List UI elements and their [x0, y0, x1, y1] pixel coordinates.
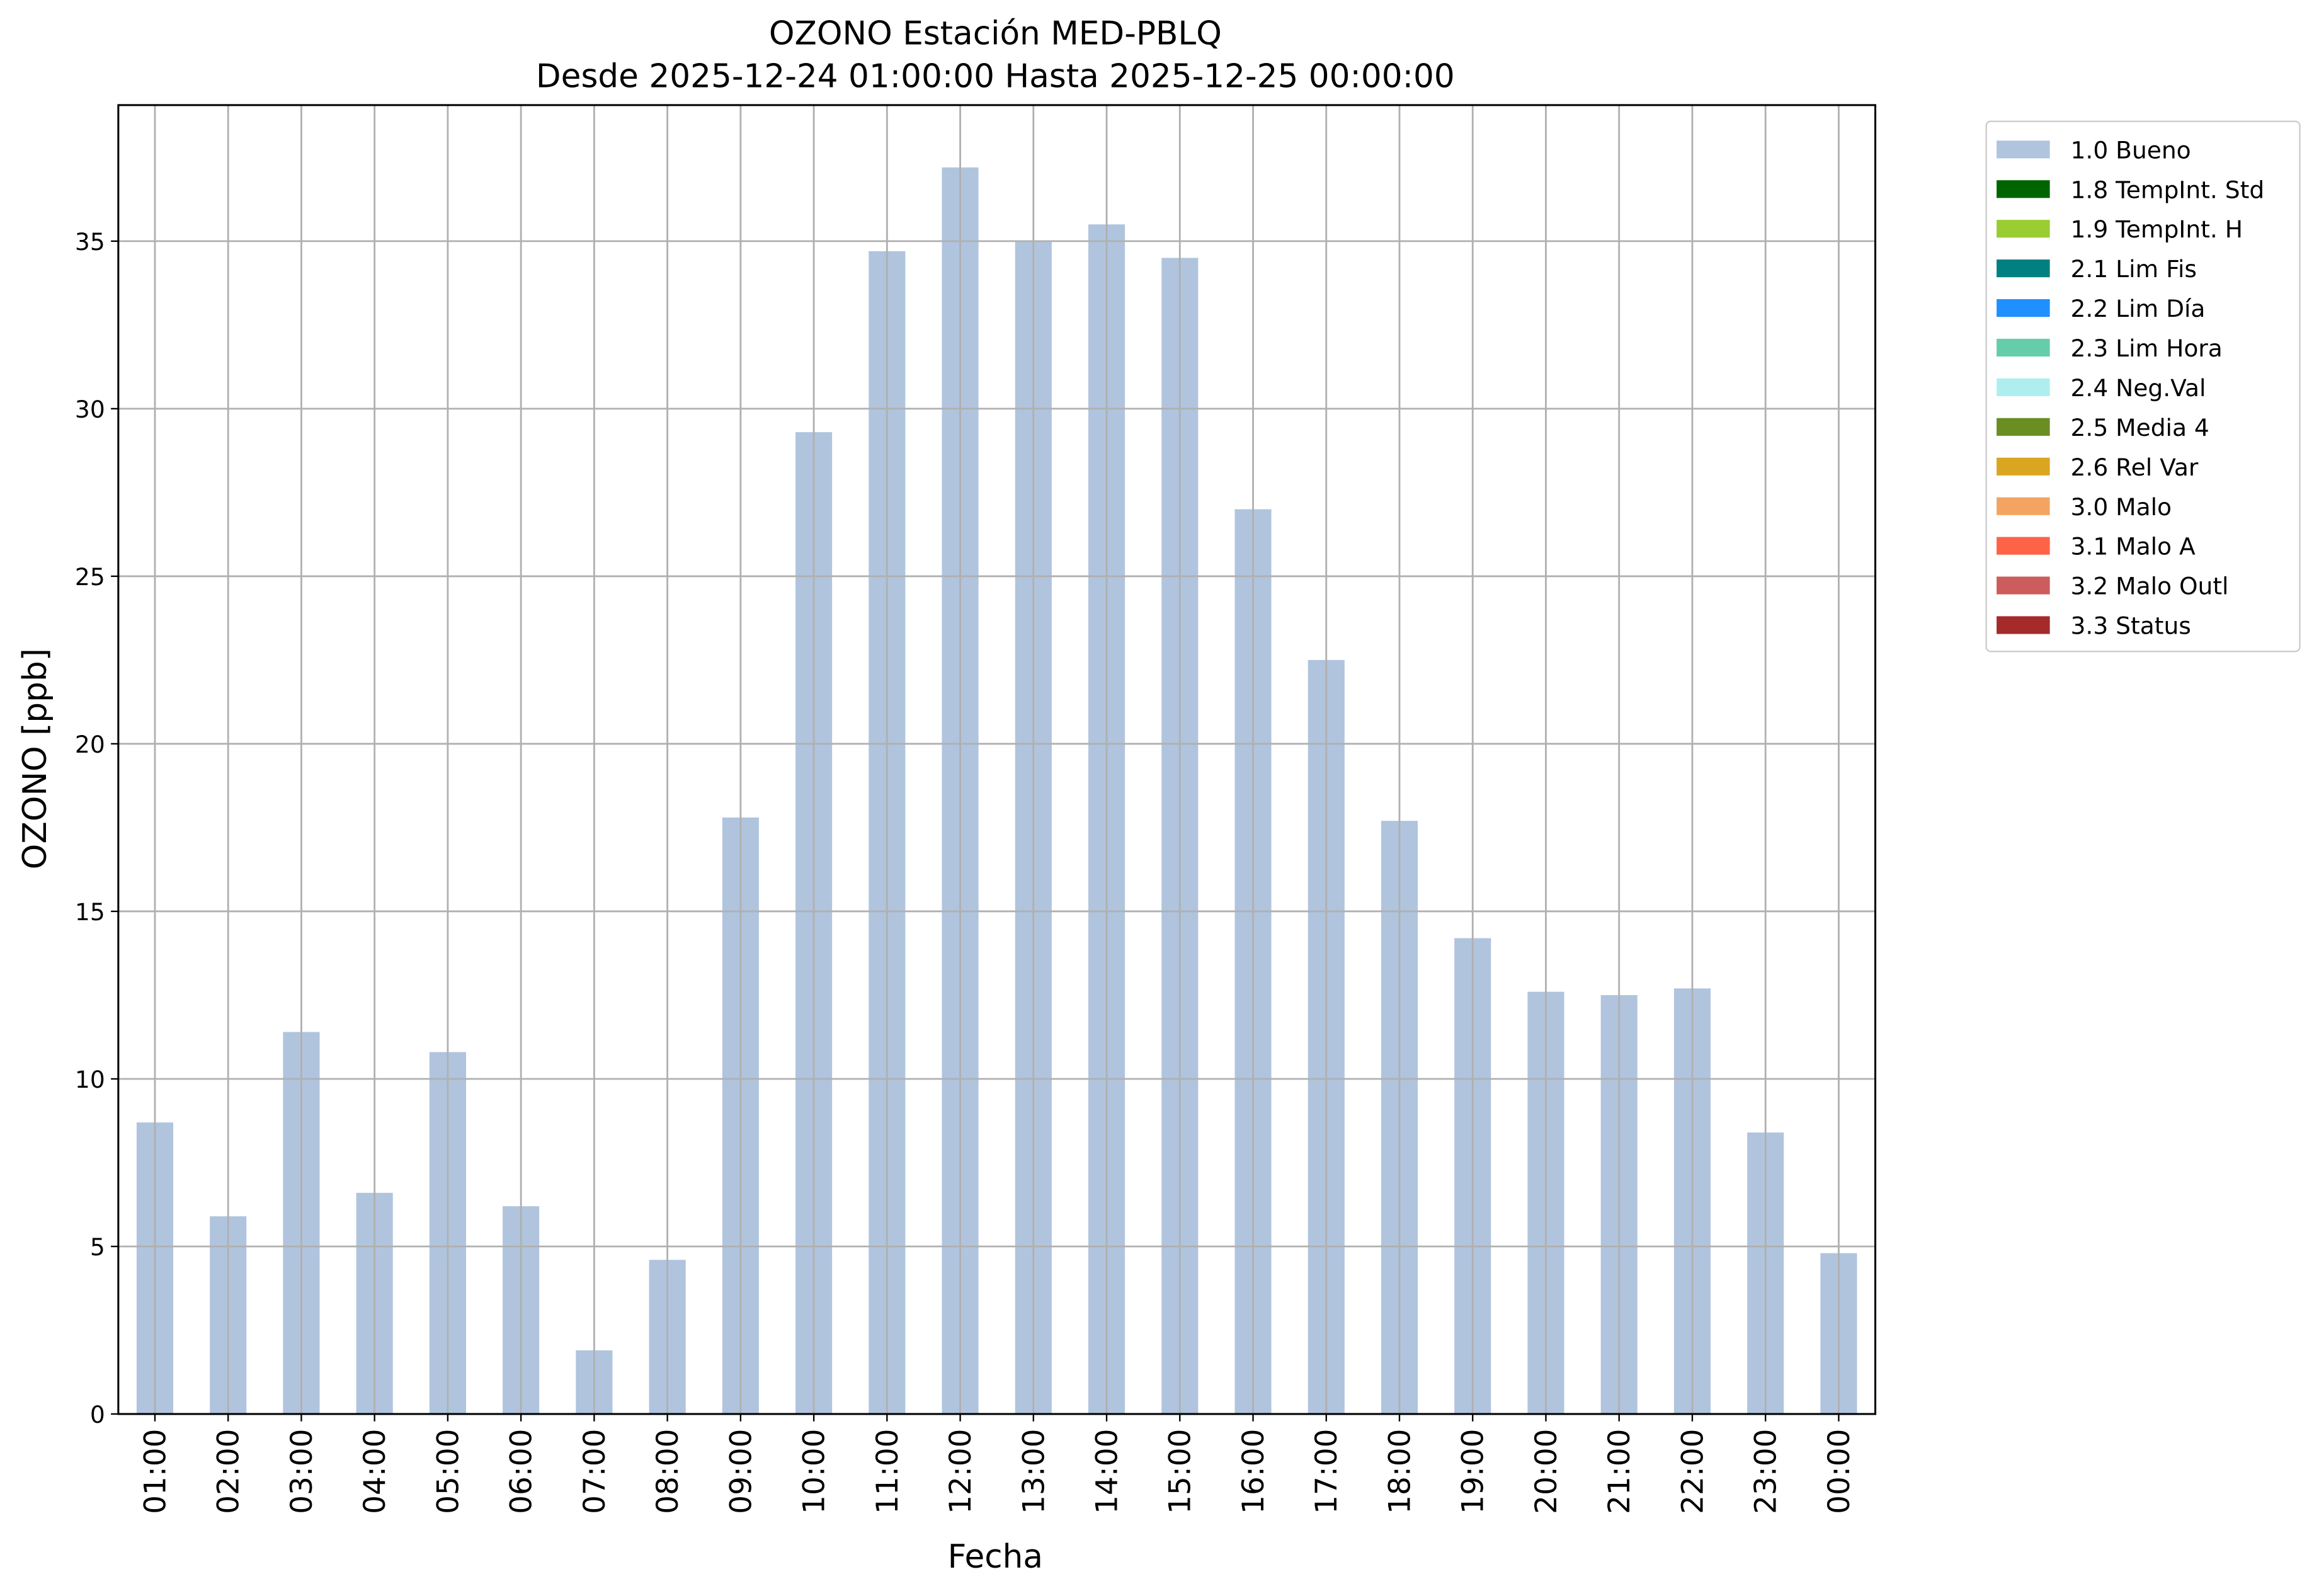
legend-swatch	[1997, 259, 2050, 278]
legend-label: 3.1 Malo A	[2071, 533, 2196, 561]
legend-label: 3.3 Status	[2071, 612, 2191, 640]
x-tick-label: 18:00	[1382, 1429, 1417, 1514]
y-tick-label: 5	[90, 1233, 105, 1261]
x-tick-label: 01:00	[138, 1429, 173, 1514]
chart-subtitle: Desde 2025-12-24 01:00:00 Hasta 2025-12-…	[536, 58, 1455, 96]
legend-swatch	[1997, 497, 2050, 515]
y-tick-label: 30	[75, 396, 105, 423]
legend-swatch	[1997, 140, 2050, 159]
x-tick-label: 05:00	[431, 1429, 465, 1514]
x-tick-label: 21:00	[1602, 1429, 1637, 1514]
legend-label: 1.9 TempInt. H	[2071, 215, 2243, 243]
x-tick-label: 22:00	[1675, 1429, 1710, 1514]
plot-frame	[117, 104, 1877, 1415]
y-tick-label: 0	[90, 1401, 105, 1428]
x-tick-label: 08:00	[651, 1429, 685, 1514]
chart-title: OZONO Estación MED-PBLQ	[769, 15, 1222, 53]
y-tick-label: 15	[75, 898, 105, 926]
x-tick-label: 02:00	[212, 1429, 246, 1514]
legend-label: 1.0 Bueno	[2071, 136, 2191, 164]
y-tick-label: 25	[75, 563, 105, 591]
x-tick-label: 15:00	[1163, 1429, 1198, 1514]
x-tick-label: 00:00	[1822, 1429, 1857, 1514]
legend-label: 1.8 TempInt. Std	[2071, 176, 2265, 203]
legend: 1.0 Bueno 1.8 TempInt. Std 1.9 TempInt. H 2…	[1985, 120, 2301, 653]
legend-swatch	[1997, 576, 2050, 595]
x-tick-label: 06:00	[504, 1429, 539, 1514]
x-tick-label: 07:00	[578, 1429, 612, 1514]
x-tick-label: 10:00	[797, 1429, 832, 1514]
x-tick-label: 20:00	[1529, 1429, 1564, 1514]
x-tick-label: 11:00	[870, 1429, 905, 1514]
y-axis-label: OZONO [ppb]	[16, 648, 54, 869]
y-tick-label: 20	[75, 731, 105, 758]
legend-swatch	[1997, 537, 2050, 555]
legend-label: 3.2 Malo Outl	[2071, 573, 2229, 600]
x-tick-label: 16:00	[1236, 1429, 1271, 1514]
legend-swatch	[1997, 220, 2050, 238]
x-tick-label: 14:00	[1090, 1429, 1124, 1514]
legend-label: 2.3 Lim Hora	[2071, 334, 2223, 362]
legend-frame	[1985, 120, 2301, 653]
x-tick-label: 13:00	[1017, 1429, 1051, 1514]
x-tick-label: 09:00	[724, 1429, 758, 1514]
x-tick-label: 23:00	[1749, 1429, 1784, 1514]
y-tick-label: 10	[75, 1066, 105, 1093]
legend-label: 3.0 Malo	[2071, 493, 2172, 521]
legend-label: 2.1 Lim Fis	[2071, 255, 2197, 283]
legend-swatch	[1997, 616, 2050, 634]
x-axis-label: Fecha	[948, 1538, 1043, 1576]
legend-label: 2.2 Lim Día	[2071, 295, 2206, 322]
legend-label: 2.6 Rel Var	[2071, 453, 2199, 481]
y-tick-label: 35	[75, 228, 105, 256]
legend-label: 2.4 Neg.Val	[2071, 374, 2206, 402]
legend-swatch	[1997, 338, 2050, 357]
legend-swatch	[1997, 457, 2050, 476]
x-tick-label: 19:00	[1456, 1429, 1491, 1514]
legend-label: 2.5 Media 4	[2071, 414, 2209, 442]
legend-swatch	[1997, 299, 2050, 317]
legend-swatch	[1997, 180, 2050, 198]
x-tick-label: 03:00	[285, 1429, 319, 1514]
legend-swatch	[1997, 378, 2050, 396]
x-tick-label: 17:00	[1309, 1429, 1344, 1514]
legend-swatch	[1997, 418, 2050, 436]
axes: 0 5 10 15 20 25 30 35 01:00 02:00 03:00 04:00 05:00 0…	[75, 104, 1877, 1514]
x-tick-label: 12:00	[943, 1429, 978, 1514]
x-tick-label: 04:00	[358, 1429, 392, 1514]
